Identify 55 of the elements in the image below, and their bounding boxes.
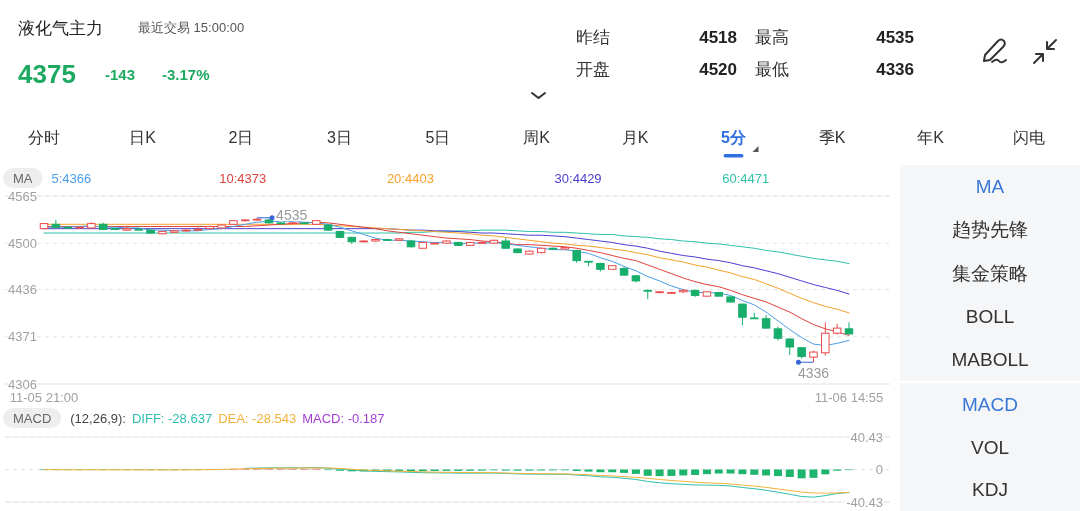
text: 4336 [876,60,914,79]
text: 10:4373 [219,170,267,186]
text: 液化气主力 [18,19,103,38]
text: 最低 [755,60,789,79]
category-label: KDJ [972,479,1008,501]
annotation: 4535 [276,206,308,223]
text: -3.17% [162,66,210,83]
category-label: 分时 [28,129,60,146]
text: DEA: -28.543 [218,410,297,426]
category-label: 年K [917,129,945,146]
category-label: 5分 [721,129,747,146]
text: 4535 [876,28,914,47]
category-label: 5日 [425,129,451,146]
annotation: 4336 [797,365,830,382]
chart-title: MA [13,170,33,186]
category-label: 日K [129,129,157,146]
x-tick-label: 11-05 21:00 [9,390,79,405]
text: 4375 [18,59,76,89]
text: 60:4471 [722,170,770,186]
text: 4518 [699,28,737,47]
category-label: 月K [621,129,649,146]
category-label: BOLL [965,305,1015,327]
y-tick-label: 4500 [8,235,37,251]
y-tick-label: -40.43 [846,494,883,510]
category-label: 集金策略 [952,262,1028,284]
text: MACD: -0.187 [302,410,385,426]
y-tick-label: 40.43 [850,429,883,445]
y-tick-label: 0 [875,462,883,477]
category-label: 闪电 [1013,129,1045,146]
text: 昨结 [576,28,610,47]
text: 开盘 [576,60,610,79]
legend-title: (12,26,9): [70,410,126,426]
text: 最高 [755,28,789,47]
category-label: VOL [970,436,1010,458]
text: 20:4403 [386,170,434,186]
chart-title: MACD [13,410,52,426]
text: DIFF: -28.637 [131,410,213,426]
text: 最近交易 15:00:00 [138,20,245,35]
text: MA [975,176,1005,198]
y-tick-label: 4371 [8,329,37,345]
x-tick-label: 11-06 14:55 [814,390,884,405]
category-label: MABOLL [951,348,1029,370]
category-label: 趋势先锋 [952,219,1028,241]
category-label: 周K [523,129,551,146]
y-tick-label: 4436 [8,282,37,298]
text: MACD [962,393,1018,415]
category-label: 2日 [228,129,254,146]
y-tick-label: 4565 [8,188,37,204]
category-label: 季K [818,129,846,146]
text: 5:4366 [51,170,92,186]
text: 4520 [699,60,737,79]
category-label: 3日 [327,129,352,146]
text: 30:4429 [554,170,602,186]
y-tick-label: 4306 [8,376,37,392]
text: -143 [105,66,136,83]
